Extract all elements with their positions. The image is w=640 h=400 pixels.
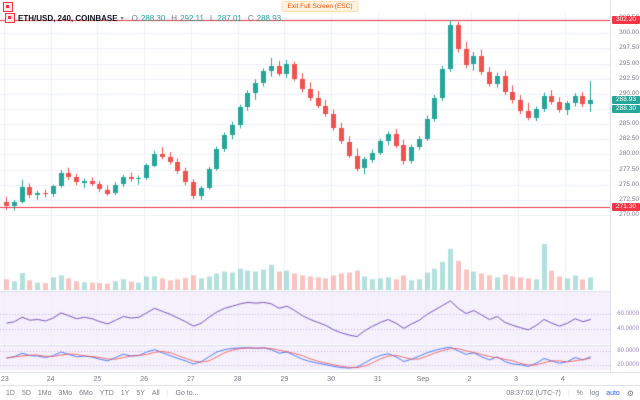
price-axis-label: 275.00 xyxy=(619,180,639,188)
price-axis-label: 277.50 xyxy=(619,165,639,173)
time-axis-label: 31 xyxy=(373,376,382,383)
time-axis-label: 3 xyxy=(514,376,519,383)
range-5d[interactable]: 5D xyxy=(21,389,31,397)
range-1y[interactable]: 1Y xyxy=(120,389,130,397)
range-6mo[interactable]: 6Mo xyxy=(79,389,93,397)
indicator2-axis-label: 20.0000 xyxy=(617,362,639,369)
range-1mo[interactable]: 1Mo xyxy=(37,389,52,397)
indicator1-axis-label: 40.0000 xyxy=(617,326,639,333)
time-axis-label: 24 xyxy=(46,376,55,383)
last-price-badge: 288.93 xyxy=(612,96,640,105)
range-5y[interactable]: 5Y xyxy=(136,389,145,397)
auto-scale-button[interactable]: auto xyxy=(606,389,620,397)
time-axis-label: 25 xyxy=(93,376,102,383)
range-1d[interactable]: 1D xyxy=(6,389,15,397)
time-axis-label: Sep xyxy=(416,376,430,383)
close-value: 288.93 xyxy=(256,13,282,23)
scale-controls: 08:37:02 (UTC-7) | % log auto ⚙ xyxy=(506,389,634,398)
time-axis-label: 27 xyxy=(186,376,195,383)
chart-canvas[interactable] xyxy=(0,0,610,372)
logo-icon xyxy=(3,2,13,12)
price-axis-label: 285.00 xyxy=(619,120,639,128)
price-axis-label: 272.50 xyxy=(619,195,639,203)
secondary-price-badge: 288.30 xyxy=(612,105,640,114)
price-axis-label: 297.50 xyxy=(619,44,639,52)
price-axis-label: 280.00 xyxy=(619,150,639,158)
range-ytd[interactable]: YTD xyxy=(99,389,114,397)
time-axis-label: 30 xyxy=(327,376,335,383)
percent-scale-button[interactable]: % xyxy=(576,389,583,397)
range-3mo[interactable]: 3Mo xyxy=(58,389,73,397)
clock-label: 08:37:02 (UTC-7) xyxy=(506,389,561,397)
high-label: H xyxy=(171,13,178,23)
time-axis-label: 23 xyxy=(1,376,9,383)
low-value: 287.01 xyxy=(217,13,242,23)
gear-icon[interactable]: ⚙ xyxy=(626,388,634,398)
time-axis-label: 28 xyxy=(233,376,242,383)
log-scale-button[interactable]: log xyxy=(589,389,600,397)
high-value: 292.11 xyxy=(180,13,204,23)
bottom-toolbar: 1D 5D 1Mo 3Mo 6Mo YTD 1Y 5Y All | Go to.… xyxy=(0,385,640,400)
low-line-badge: 271.30 xyxy=(612,203,640,212)
range-switcher: 1D 5D 1Mo 3Mo 6Mo YTD 1Y 5Y All | Go to.… xyxy=(6,390,198,397)
close-label: C xyxy=(247,13,254,23)
goto-button[interactable]: Go to... xyxy=(175,389,199,397)
chevron-down-icon[interactable]: ▾ xyxy=(120,15,124,22)
time-axis-label: 26 xyxy=(140,376,149,383)
symbol-legend: ETH/USD, 240, COINBASE ▾ O 288.30 H 292.… xyxy=(5,13,281,23)
open-label: O xyxy=(131,13,138,23)
high-line-badge: 302.20 xyxy=(612,15,640,24)
low-label: L xyxy=(209,13,215,23)
time-axis-label: 4 xyxy=(560,376,565,383)
time-axis[interactable]: 23 24 25 26 27 28 29 30 31 Sep 2 3 4 xyxy=(0,372,640,386)
symbol-logo-icon xyxy=(5,13,15,23)
toolbar-divider: | xyxy=(567,389,570,397)
exit-fullscreen-button[interactable]: Exit Full Screen (ESC) xyxy=(281,1,359,12)
time-axis-label: 29 xyxy=(280,376,289,383)
price-axis-label: 282.50 xyxy=(619,135,639,143)
toolbar-divider: | xyxy=(166,389,169,397)
symbol-title[interactable]: ETH/USD, 240, COINBASE xyxy=(18,13,118,23)
time-axis-label: 2 xyxy=(467,376,472,383)
indicator1-axis-label: 60.0000 xyxy=(617,311,639,318)
price-axis-label: 292.50 xyxy=(619,74,639,82)
range-all[interactable]: All xyxy=(151,389,160,397)
price-axis-label: 270.00 xyxy=(619,210,639,218)
price-axis[interactable]: 302.50300.00297.50295.00292.50290.00287.… xyxy=(610,0,640,372)
price-axis-label: 300.00 xyxy=(619,29,639,37)
price-axis-label: 295.00 xyxy=(619,59,639,67)
open-value: 288.30 xyxy=(140,13,166,23)
price-axis-label: 290.00 xyxy=(619,89,639,97)
indicator2-axis-label: 80.0000 xyxy=(617,347,639,354)
